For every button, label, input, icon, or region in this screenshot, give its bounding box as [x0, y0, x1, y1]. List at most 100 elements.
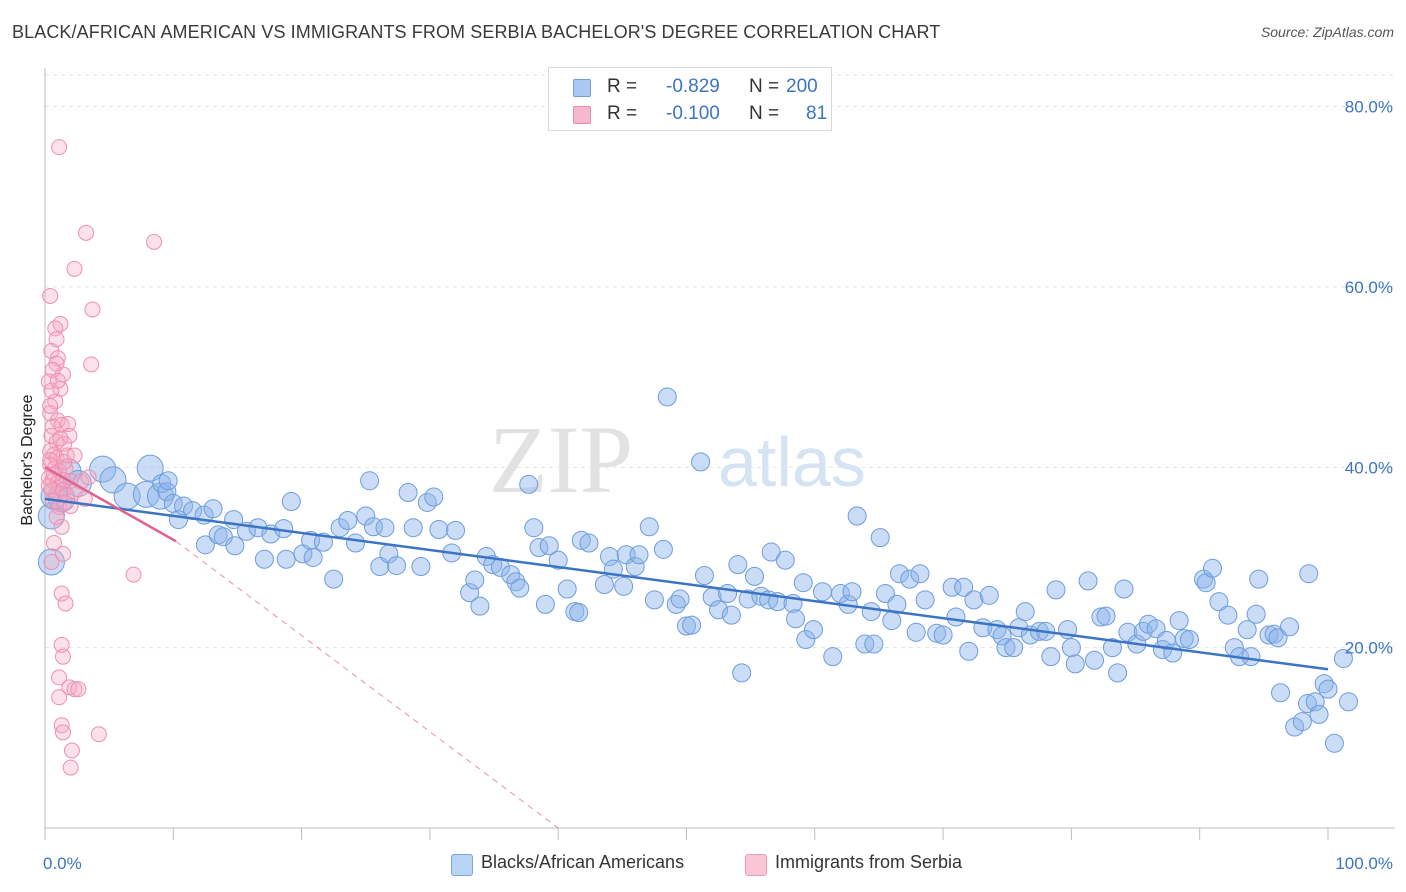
- data-point-blacks: [1061, 638, 1081, 658]
- data-point-blacks: [964, 590, 984, 610]
- data-point-blacks: [429, 520, 449, 540]
- axes: [44, 68, 1395, 840]
- data-point-blacks: [99, 466, 127, 494]
- data-point-blacks: [1004, 638, 1024, 658]
- data-point-blacks: [1015, 602, 1035, 622]
- data-point-blacks: [864, 634, 884, 654]
- data-point-blacks: [882, 611, 902, 631]
- data-point-serbia: [53, 416, 70, 433]
- data-point-blacks: [761, 542, 781, 562]
- data-point-blacks: [203, 499, 223, 519]
- data-point-blacks: [796, 630, 816, 650]
- data-point-blacks: [324, 569, 344, 589]
- data-point-blacks: [557, 579, 577, 599]
- data-point-blacks: [1065, 654, 1085, 674]
- data-point-blacks: [1292, 712, 1312, 732]
- data-point-serbia: [57, 595, 74, 612]
- data-point-blacks: [812, 582, 832, 602]
- data-point-blacks: [718, 584, 738, 604]
- data-point-blacks: [666, 594, 686, 614]
- data-point-blacks: [906, 622, 926, 642]
- legend-label-blacks: Blacks/African Americans: [481, 852, 685, 872]
- watermark-atlas: atlas: [718, 423, 866, 501]
- r-label: R =: [607, 103, 638, 124]
- data-point-blacks: [1264, 624, 1284, 644]
- data-point-blacks: [1084, 650, 1104, 670]
- data-point-blacks: [946, 607, 966, 627]
- data-point-serbia: [83, 356, 100, 373]
- data-point-blacks: [345, 533, 365, 553]
- data-point-blacks: [1249, 569, 1269, 589]
- trend-line-serbia: [44, 466, 177, 543]
- series-legend: Blacks/African Americans Immigrants from…: [0, 850, 1406, 878]
- data-point-blacks: [1096, 606, 1116, 626]
- data-point-blacks: [614, 576, 634, 596]
- data-point-blacks: [793, 573, 813, 593]
- data-point-blacks: [417, 492, 437, 512]
- data-point-blacks: [942, 577, 962, 597]
- data-point-serbia: [40, 373, 57, 390]
- r-value: -0.100: [666, 103, 720, 124]
- data-point-serbia: [48, 508, 65, 525]
- data-point-blacks: [1078, 571, 1098, 591]
- n-label: N =: [749, 76, 780, 97]
- data-point-blacks: [775, 550, 795, 570]
- data-point-serbia: [49, 350, 66, 367]
- data-point-blacks: [694, 565, 714, 585]
- data-point-blacks: [1091, 607, 1111, 627]
- data-point-blacks: [933, 625, 953, 645]
- data-point-blacks: [539, 536, 559, 556]
- legend-swatch-blue: [573, 79, 591, 97]
- data-point-blacks: [398, 483, 418, 503]
- legend-swatch-pink: [573, 106, 591, 124]
- data-point-serbia: [40, 478, 57, 495]
- data-point-blacks: [510, 578, 530, 598]
- data-point-blacks: [411, 556, 431, 576]
- data-point-blacks: [519, 474, 539, 494]
- data-point-blacks: [1309, 704, 1329, 724]
- data-point-blacks: [653, 539, 673, 559]
- data-point-blacks: [677, 616, 696, 636]
- data-point-blacks: [1241, 647, 1261, 667]
- chart-title: BLACK/AFRICAN AMERICAN VS IMMIGRANTS FRO…: [12, 22, 941, 42]
- data-point-serbia: [51, 689, 68, 706]
- data-point-blacks: [276, 549, 296, 569]
- data-point-blacks: [569, 602, 589, 622]
- data-point-blacks: [861, 602, 881, 622]
- data-point-blacks: [1196, 573, 1216, 593]
- watermark-zip: ZIP: [489, 406, 633, 513]
- data-point-blacks: [225, 536, 245, 556]
- data-point-blacks: [303, 547, 323, 567]
- data-point-blacks: [548, 550, 568, 570]
- data-point-blacks: [709, 600, 729, 620]
- data-point-serbia: [45, 535, 62, 552]
- data-point-blacks: [1246, 604, 1266, 624]
- legend-label-serbia: Immigrants from Serbia: [775, 852, 963, 872]
- n-value: 81: [806, 103, 828, 124]
- data-point-blacks: [979, 585, 999, 605]
- data-point-blacks: [900, 569, 920, 589]
- trend-line-serbia-extension: [175, 540, 559, 829]
- data-point-blacks: [1318, 679, 1338, 699]
- data-point-serbia: [54, 545, 71, 562]
- data-point-blacks: [594, 575, 614, 595]
- series-blacks-points: [37, 387, 1359, 753]
- series-serbia-points: [40, 139, 163, 776]
- data-point-blacks: [1280, 617, 1300, 637]
- data-point-serbia: [90, 726, 107, 743]
- data-point-blacks: [1299, 564, 1319, 584]
- data-point-blacks: [842, 582, 862, 602]
- data-point-serbia: [70, 681, 87, 698]
- data-point-blacks: [465, 570, 485, 590]
- data-point-blacks: [927, 623, 947, 643]
- data-point-blacks: [644, 590, 664, 610]
- data-point-blacks: [1314, 674, 1334, 694]
- data-point-serbia: [53, 518, 70, 535]
- data-point-blacks: [910, 564, 930, 584]
- data-point-blacks: [600, 547, 620, 567]
- data-point-blacks: [1174, 629, 1194, 649]
- data-point-serbia: [48, 331, 65, 348]
- data-point-blacks: [786, 609, 806, 629]
- data-point-blacks: [1179, 630, 1199, 650]
- data-point-serbia: [60, 415, 77, 432]
